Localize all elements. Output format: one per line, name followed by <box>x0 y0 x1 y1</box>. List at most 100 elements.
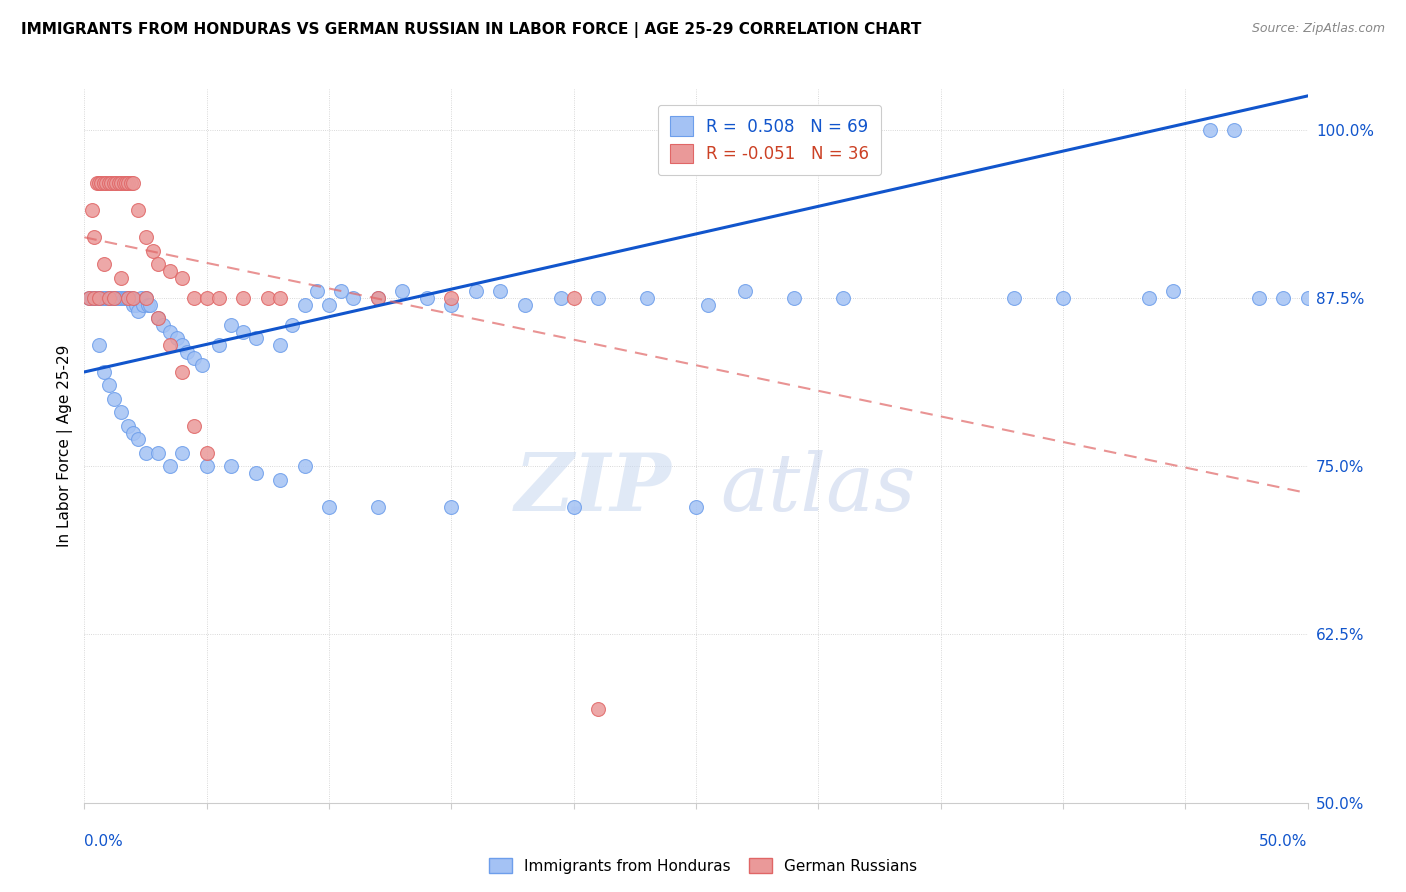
Point <box>391 284 413 298</box>
Point <box>232 291 254 305</box>
Point <box>1247 291 1270 305</box>
Point <box>1223 122 1246 136</box>
Point <box>93 365 115 379</box>
Point <box>129 291 152 305</box>
Point <box>103 392 125 406</box>
Point <box>562 500 585 514</box>
Point <box>172 270 194 285</box>
Point <box>139 298 162 312</box>
Point <box>115 291 138 305</box>
Point <box>586 701 609 715</box>
Point <box>97 177 120 191</box>
Point <box>232 325 254 339</box>
Point <box>112 291 135 305</box>
Point <box>105 291 128 305</box>
Point <box>636 291 658 305</box>
Point <box>697 298 720 312</box>
Point <box>305 284 328 298</box>
Point <box>367 291 389 305</box>
Text: ZIP: ZIP <box>515 450 672 527</box>
Point <box>117 177 139 191</box>
Point <box>195 459 218 474</box>
Point <box>269 473 291 487</box>
Point <box>1052 291 1074 305</box>
Point <box>127 304 149 318</box>
Point <box>112 177 135 191</box>
Point <box>1002 291 1025 305</box>
Point <box>245 466 267 480</box>
Point <box>176 344 198 359</box>
Point <box>1272 291 1295 305</box>
Point <box>183 418 205 433</box>
Point <box>159 264 181 278</box>
Point <box>87 177 110 191</box>
Point <box>80 203 103 218</box>
Point <box>831 291 853 305</box>
Point <box>159 325 181 339</box>
Point <box>93 257 115 271</box>
Text: Source: ZipAtlas.com: Source: ZipAtlas.com <box>1251 22 1385 36</box>
Point <box>83 291 105 305</box>
Point <box>342 291 364 305</box>
Point <box>1198 122 1220 136</box>
Point <box>103 177 125 191</box>
Point <box>159 459 181 474</box>
Point <box>172 338 194 352</box>
Point <box>330 284 353 298</box>
Point <box>183 291 205 305</box>
Point <box>77 291 100 305</box>
Point <box>117 291 139 305</box>
Point <box>294 298 316 312</box>
Point <box>208 338 231 352</box>
Point <box>107 177 129 191</box>
Point <box>83 230 105 244</box>
Point <box>93 177 115 191</box>
Point <box>464 284 486 298</box>
Point <box>93 291 115 305</box>
Point <box>183 351 205 366</box>
Point <box>562 291 585 305</box>
Point <box>86 177 108 191</box>
Point <box>122 425 145 440</box>
Point <box>489 284 512 298</box>
Point <box>734 284 756 298</box>
Point <box>127 203 149 218</box>
Point <box>191 358 214 372</box>
Point <box>87 291 110 305</box>
Point <box>257 291 280 305</box>
Point <box>172 446 194 460</box>
Legend: R =  0.508   N = 69, R = -0.051   N = 36: R = 0.508 N = 69, R = -0.051 N = 36 <box>658 104 882 175</box>
Point <box>110 177 132 191</box>
Point <box>97 291 120 305</box>
Point <box>269 291 291 305</box>
Point <box>100 177 122 191</box>
Legend: Immigrants from Honduras, German Russians: Immigrants from Honduras, German Russian… <box>482 852 924 880</box>
Point <box>195 291 218 305</box>
Point <box>132 298 155 312</box>
Point <box>83 291 105 305</box>
Point <box>97 291 120 305</box>
Text: 50.0%: 50.0% <box>1260 834 1308 849</box>
Point <box>586 291 609 305</box>
Point <box>159 338 181 352</box>
Point <box>135 291 157 305</box>
Point <box>100 291 122 305</box>
Point <box>685 500 707 514</box>
Point <box>269 338 291 352</box>
Point <box>103 291 125 305</box>
Point <box>440 298 463 312</box>
Point <box>117 291 139 305</box>
Point <box>367 500 389 514</box>
Y-axis label: In Labor Force | Age 25-29: In Labor Force | Age 25-29 <box>58 345 73 547</box>
Point <box>120 291 142 305</box>
Point <box>440 500 463 514</box>
Point <box>135 291 157 305</box>
Point <box>110 291 132 305</box>
Point <box>219 318 242 332</box>
Point <box>208 291 231 305</box>
Point <box>1296 291 1319 305</box>
Point <box>105 177 128 191</box>
Point <box>146 257 169 271</box>
Point <box>550 291 572 305</box>
Point <box>96 291 118 305</box>
